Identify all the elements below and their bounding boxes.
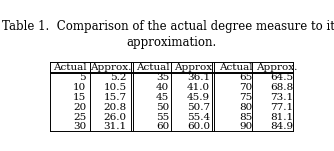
Text: Approx.: Approx. [256, 63, 297, 72]
Text: 73.1: 73.1 [270, 93, 293, 102]
Text: 5.2: 5.2 [110, 73, 127, 82]
Text: 75: 75 [239, 93, 253, 102]
Text: 45.9: 45.9 [187, 93, 210, 102]
Text: 35: 35 [156, 73, 169, 82]
Text: 55: 55 [156, 113, 169, 122]
Text: 90: 90 [239, 122, 253, 131]
Text: 50.7: 50.7 [187, 103, 210, 112]
Text: 10.5: 10.5 [104, 83, 127, 92]
Text: 30: 30 [73, 122, 86, 131]
Text: 64.5: 64.5 [270, 73, 293, 82]
Text: 85: 85 [239, 113, 253, 122]
Text: Table 1.  Comparison of the actual degree measure to its
approximation.: Table 1. Comparison of the actual degree… [2, 20, 334, 49]
Text: 55.4: 55.4 [187, 113, 210, 122]
Text: 77.1: 77.1 [270, 103, 293, 112]
Text: Approx.: Approx. [90, 63, 131, 72]
Text: 60: 60 [156, 122, 169, 131]
Text: 50: 50 [156, 103, 169, 112]
Text: 81.1: 81.1 [270, 113, 293, 122]
Text: 65: 65 [239, 73, 253, 82]
Text: 80: 80 [239, 103, 253, 112]
Text: Actual: Actual [53, 63, 87, 72]
Text: 15: 15 [73, 93, 86, 102]
Text: 10: 10 [73, 83, 86, 92]
Text: 15.7: 15.7 [104, 93, 127, 102]
Text: 36.1: 36.1 [187, 73, 210, 82]
Text: 5: 5 [79, 73, 86, 82]
Text: 31.1: 31.1 [104, 122, 127, 131]
Text: 25: 25 [73, 113, 86, 122]
Text: Approx: Approx [174, 63, 212, 72]
Text: 84.9: 84.9 [270, 122, 293, 131]
Text: 26.0: 26.0 [104, 113, 127, 122]
Text: Actual: Actual [136, 63, 170, 72]
Text: 60.0: 60.0 [187, 122, 210, 131]
Text: Actual: Actual [219, 63, 253, 72]
Text: 40: 40 [156, 83, 169, 92]
Text: 45: 45 [156, 93, 169, 102]
Text: 20: 20 [73, 103, 86, 112]
Text: 70: 70 [239, 83, 253, 92]
Text: 41.0: 41.0 [187, 83, 210, 92]
Text: 68.8: 68.8 [270, 83, 293, 92]
Text: 20.8: 20.8 [104, 103, 127, 112]
